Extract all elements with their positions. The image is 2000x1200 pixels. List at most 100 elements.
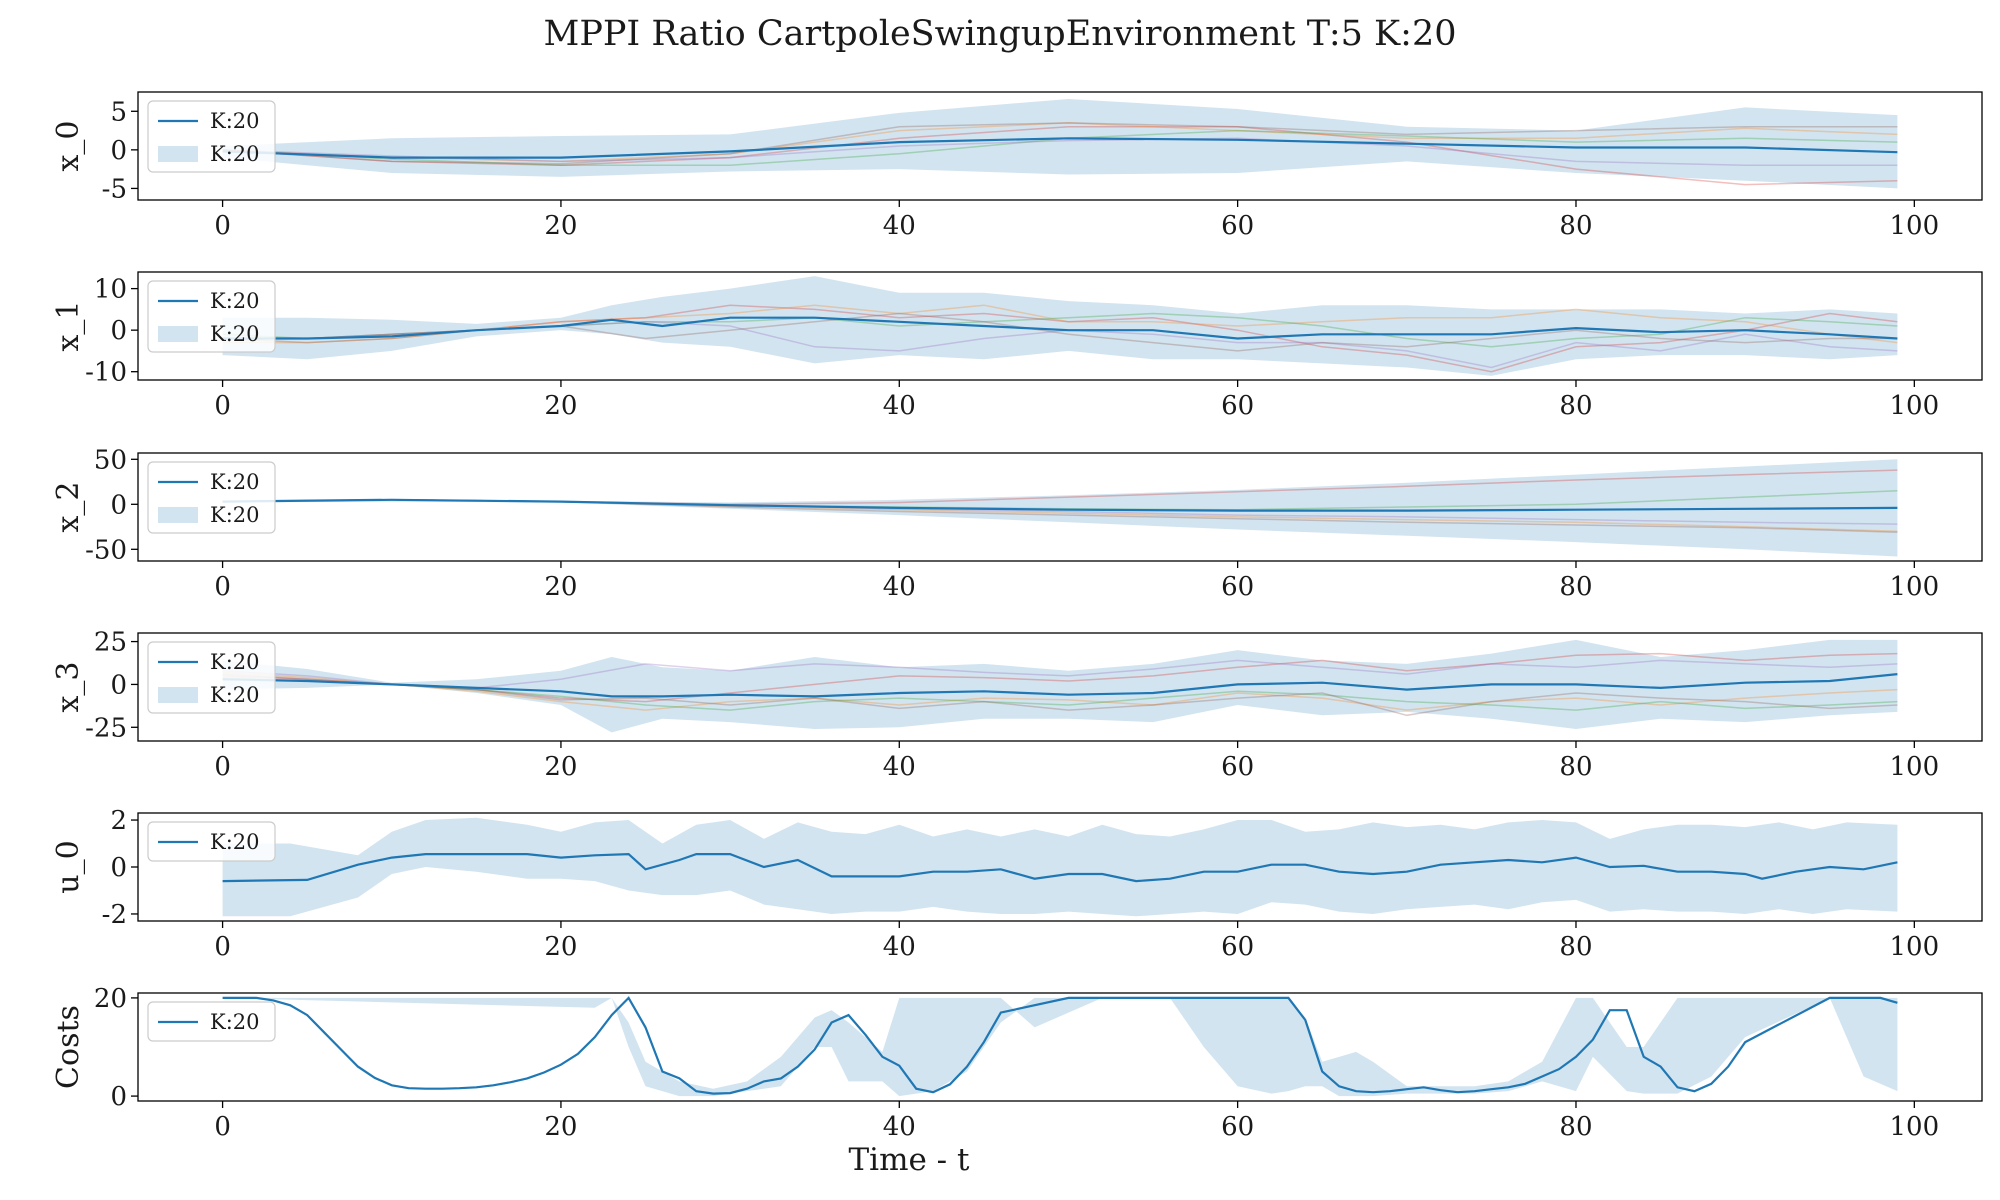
y-tick-label: 0: [110, 136, 127, 166]
confidence-band: [222, 997, 1898, 1097]
y-tick-label: 50: [94, 445, 127, 475]
x-tick-label: 20: [544, 1112, 577, 1142]
confidence-band: [222, 817, 1898, 917]
plot-area: [222, 98, 1898, 189]
y-tick-label: 2: [110, 806, 127, 836]
y-tick-label: -50: [85, 535, 127, 565]
legend-label: K:20: [210, 322, 260, 346]
legend-band-swatch: [158, 507, 198, 523]
legend-box: [147, 1001, 276, 1042]
legend-label: K:20: [210, 650, 260, 674]
y-tick-label: 0: [110, 853, 127, 883]
legend-box: [147, 641, 276, 714]
legend: K:20: [147, 1001, 276, 1042]
x-tick-label: 60: [1221, 391, 1254, 421]
y-axis-label: x_1: [51, 300, 86, 351]
legend: K:20 K:20: [147, 280, 276, 353]
sample-line: [222, 122, 1898, 165]
x-tick-label: 40: [883, 752, 916, 782]
x-tick-label: 40: [883, 391, 916, 421]
legend-label: K:20: [210, 109, 260, 133]
x-tick-label: 20: [544, 572, 577, 602]
legend-label: K:20: [210, 289, 260, 313]
legend-label: K:20: [210, 503, 260, 527]
y-axis-label: x_2: [51, 481, 86, 532]
sample-line: [222, 659, 1898, 689]
legend-label: K:20: [210, 830, 260, 854]
axes-frame: [137, 632, 1983, 742]
axes-frame: [137, 992, 1983, 1102]
subplot-x_1: 0 20 40 60 80 100 -10 0 10 x_1 K:20 K:20: [51, 271, 1983, 421]
x-tick-label: 0: [214, 932, 231, 962]
x-tick-label: 60: [1221, 1112, 1254, 1142]
y-tick-label: 5: [110, 97, 127, 127]
legend-band-swatch: [158, 146, 198, 162]
x-tick-label: 80: [1559, 211, 1592, 241]
x-tick-label: 0: [214, 391, 231, 421]
x-tick-label: 20: [544, 211, 577, 241]
legend-label: K:20: [210, 1010, 260, 1034]
plot-area: [222, 639, 1898, 733]
subplot-x_2: 0 20 40 60 80 100 -50 0 50 x_2 K:20 K:20: [51, 445, 1983, 602]
sample-line: [222, 122, 1898, 163]
x-tick-label: 0: [214, 572, 231, 602]
x-tick-label: 60: [1221, 752, 1254, 782]
sample-line: [222, 125, 1898, 186]
mean-line: [222, 316, 1898, 340]
mean-line: [222, 996, 1898, 1095]
y-tick-label: 20: [94, 984, 127, 1014]
x-tick-label: 40: [883, 572, 916, 602]
y-tick-label: -10: [85, 358, 127, 388]
sample-line: [222, 676, 1898, 711]
sample-line: [222, 304, 1898, 344]
x-tick-label: 100: [1890, 932, 1940, 962]
confidence-band: [222, 276, 1898, 376]
x-tick-label: 100: [1890, 391, 1940, 421]
x-tick-label: 80: [1559, 752, 1592, 782]
legend: K:20 K:20: [147, 461, 276, 534]
sample-line: [222, 652, 1898, 703]
legend-box: [147, 100, 276, 173]
x-tick-label: 0: [214, 1112, 231, 1142]
y-tick-label: -2: [102, 900, 127, 930]
legend-box: [147, 461, 276, 534]
y-tick-label: -25: [85, 713, 127, 743]
mean-line: [222, 137, 1898, 159]
legend-label: K:20: [210, 470, 260, 494]
sample-line: [222, 673, 1898, 717]
x-tick-label: 100: [1890, 752, 1940, 782]
plot-area: [222, 459, 1898, 557]
legend: K:20: [147, 821, 276, 862]
x-tick-label: 40: [883, 1112, 916, 1142]
confidence-band: [222, 98, 1898, 189]
y-tick-label: 25: [94, 628, 127, 658]
mean-line: [222, 852, 1898, 883]
axes-frame: [137, 452, 1983, 562]
x-tick-label: 20: [544, 752, 577, 782]
y-axis-label: Costs: [51, 1005, 86, 1089]
sample-line: [222, 671, 1898, 711]
y-axis-label: x_0: [51, 120, 86, 171]
legend: K:20 K:20: [147, 100, 276, 173]
x-tick-label: 100: [1890, 1112, 1940, 1142]
x-tick-label: 20: [544, 391, 577, 421]
mean-line: [222, 673, 1898, 698]
sample-line: [222, 304, 1898, 373]
y-tick-label: 10: [94, 275, 127, 305]
x-tick-label: 20: [544, 932, 577, 962]
subplot-Costs: 0 20 40 60 80 100 0 20 Costs K:20: [51, 984, 1983, 1142]
subplot-x_3: 0 20 40 60 80 100 -25 0 25 x_3 K:20 K:20: [51, 628, 1983, 782]
legend-box: [147, 821, 276, 862]
y-axis-label: u_0: [51, 840, 86, 893]
x-tick-label: 0: [214, 752, 231, 782]
plot-area: [222, 817, 1898, 917]
legend-band-swatch: [158, 687, 198, 703]
subplot-x_0: 0 20 40 60 80 100 -5 0 5 x_0 K:20 K:20: [51, 91, 1983, 241]
legend: K:20 K:20: [147, 641, 276, 714]
x-tick-label: 80: [1559, 1112, 1592, 1142]
x-tick-label: 0: [214, 211, 231, 241]
x-tick-label: 80: [1559, 572, 1592, 602]
confidence-band: [222, 459, 1898, 557]
x-tick-label: 60: [1221, 572, 1254, 602]
